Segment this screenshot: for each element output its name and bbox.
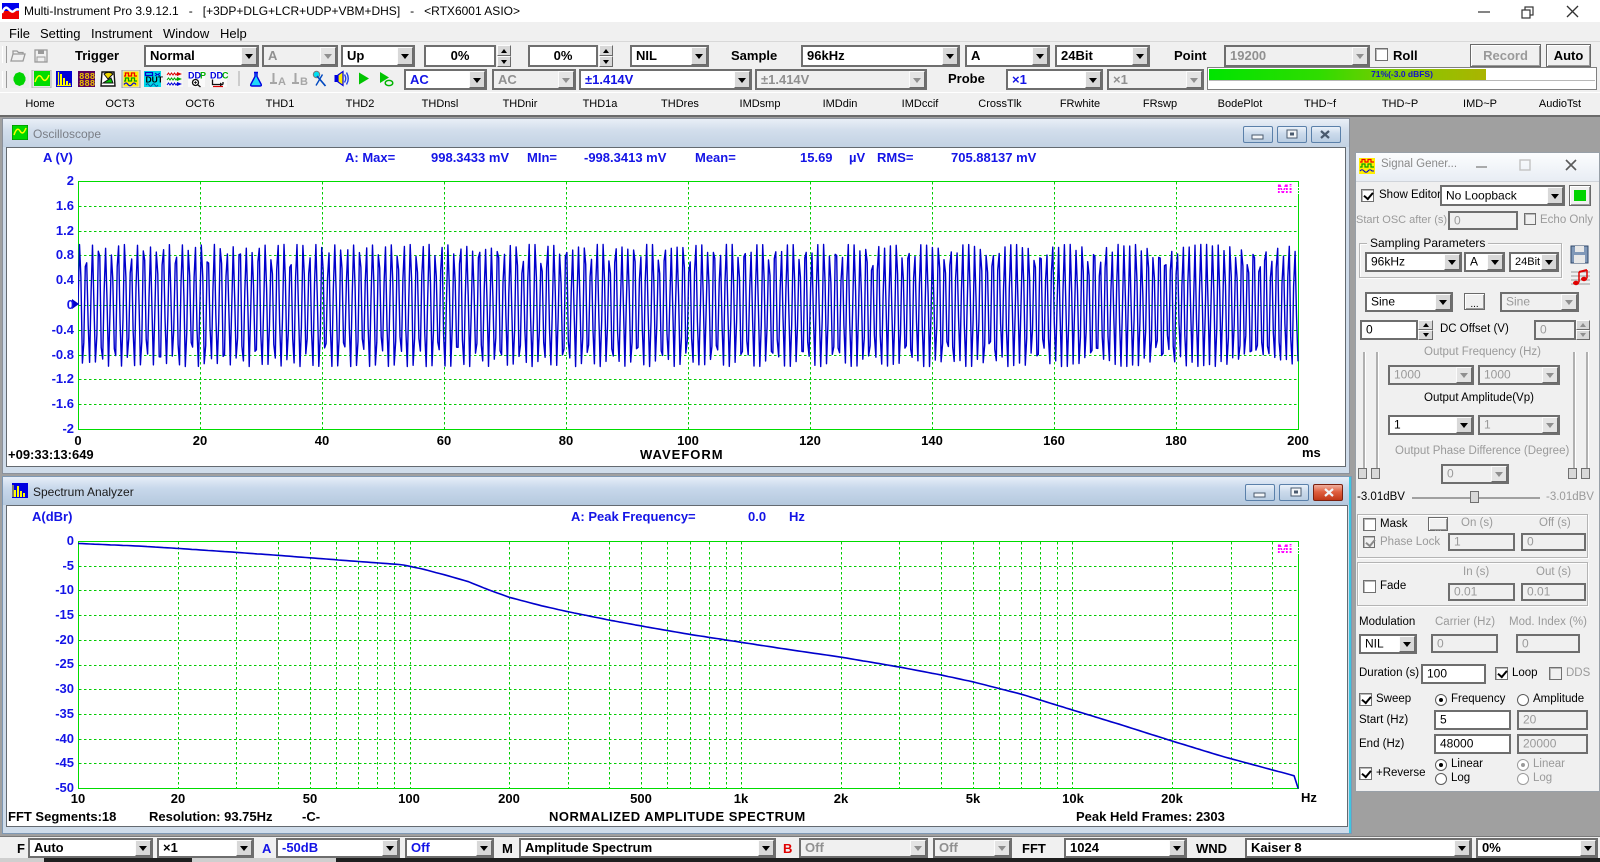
svg-text:DUT: DUT — [146, 75, 164, 85]
svg-text:888: 888 — [79, 72, 95, 82]
svg-text:C: C — [222, 71, 229, 81]
svg-text:888: 888 — [79, 79, 95, 88]
svg-text:B: B — [300, 76, 308, 88]
svg-text:DD: DD — [188, 71, 201, 81]
svg-text:P: P — [200, 71, 206, 81]
svg-text:DD: DD — [210, 71, 223, 81]
svg-text:A: A — [278, 76, 286, 88]
